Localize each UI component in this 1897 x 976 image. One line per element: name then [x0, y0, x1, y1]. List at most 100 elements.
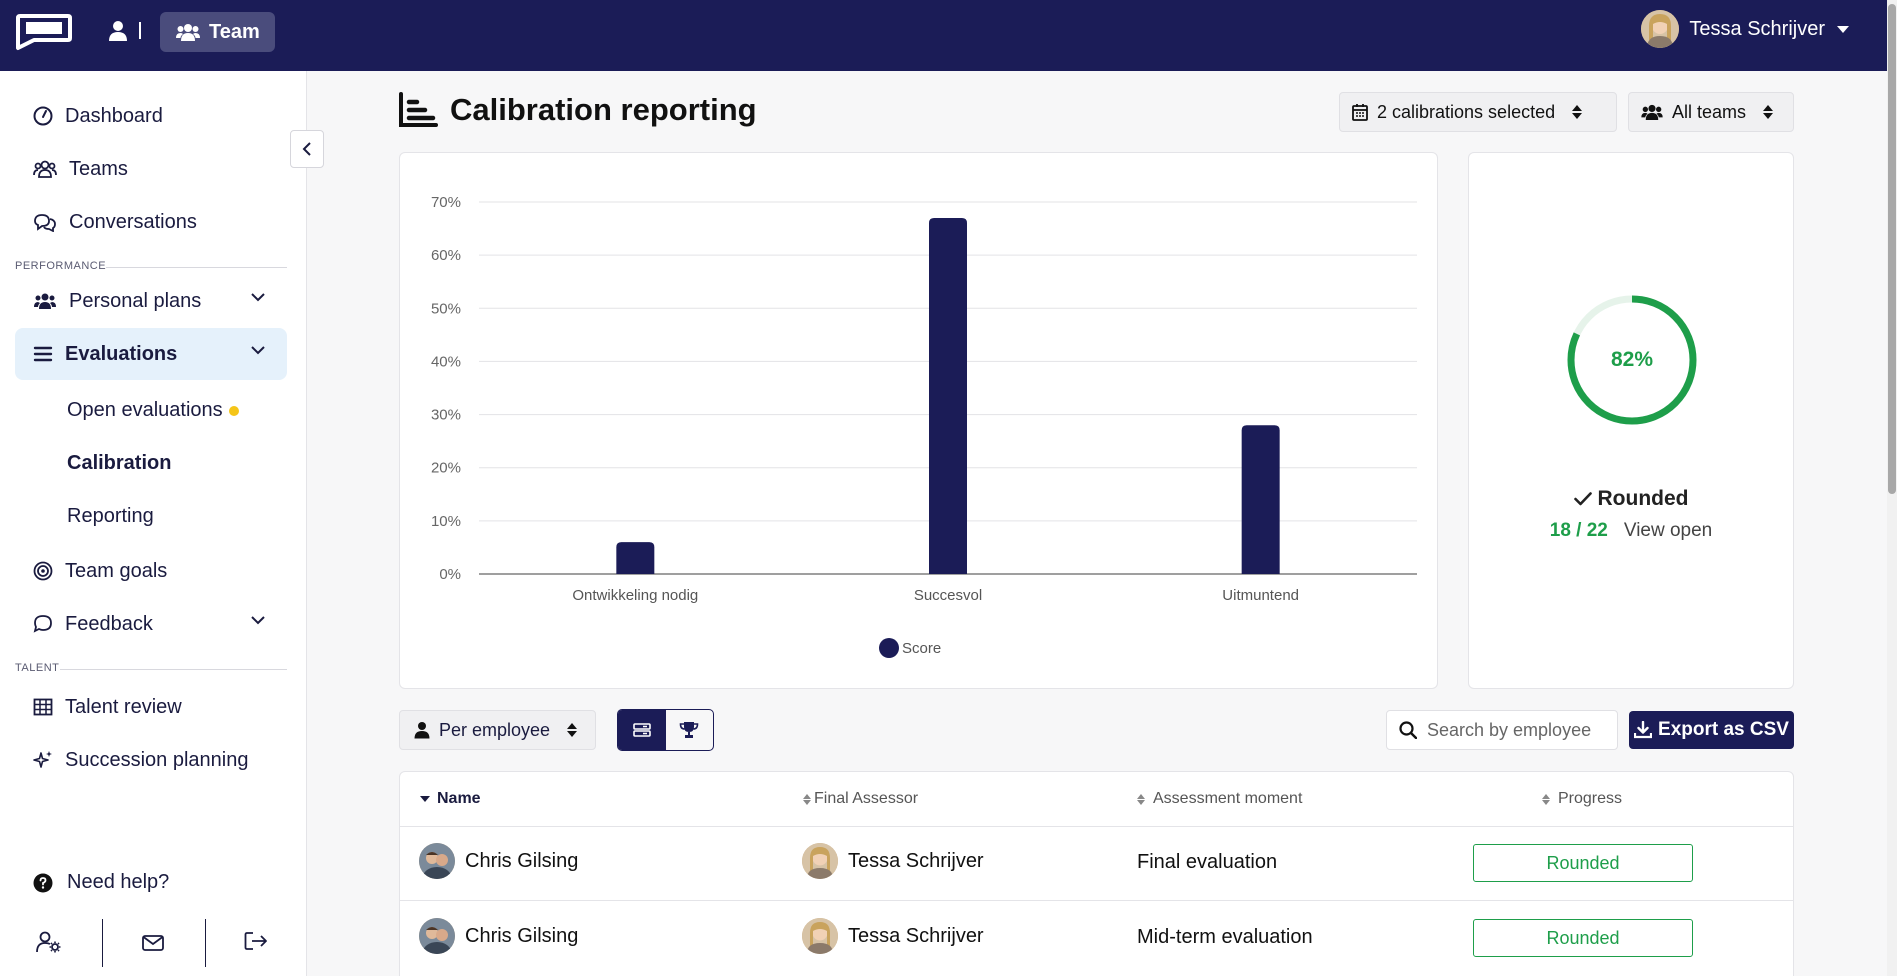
- employee-name: Chris Gilsing: [465, 924, 579, 947]
- notification-dot: [228, 405, 239, 416]
- talent-section-label: TALENT: [15, 662, 60, 674]
- sort-icon: [1542, 793, 1550, 805]
- help-link[interactable]: Need help?: [33, 871, 169, 894]
- sidebar-item-personal-plans[interactable]: Personal plans: [15, 275, 287, 327]
- employee-avatar: [419, 843, 455, 879]
- sidebar-item-dashboard[interactable]: Dashboard: [15, 90, 287, 142]
- sidebar-item-teams[interactable]: Teams: [15, 143, 287, 195]
- column-header-label: Final Assessor: [814, 790, 919, 807]
- team-view-button[interactable]: Team: [160, 12, 275, 52]
- progress-status-badge[interactable]: Rounded: [1473, 844, 1693, 882]
- table-row-1-assessor: Tessa Schrijver: [802, 843, 984, 879]
- chart-report-icon: [399, 92, 438, 127]
- chevron-down-icon: [251, 293, 265, 302]
- user-name: Tessa Schrijver: [1689, 17, 1825, 40]
- list-icon: [33, 346, 53, 362]
- chevron-down-icon: [251, 616, 265, 625]
- column-header-label: Assessment moment: [1153, 790, 1303, 807]
- teams-select[interactable]: All teams: [1628, 92, 1794, 132]
- team-label: Team: [209, 20, 260, 43]
- employee-search[interactable]: [1386, 710, 1618, 750]
- x-tick-label: Uitmuntend: [1222, 587, 1299, 604]
- personal-view-icon[interactable]: [108, 20, 128, 42]
- bar: [929, 217, 967, 574]
- gauge-arc: [1567, 295, 1697, 425]
- sidebar-footer: [0, 911, 307, 971]
- feedback-bubble-icon: [33, 615, 52, 633]
- y-tick-label: 60%: [431, 247, 461, 264]
- score-chart-card: 0% 10% 20% 30% 40% 50% 60% 70% Ontwikkeling nodi…: [399, 152, 1438, 689]
- sidebar-item-label: Teams: [69, 157, 128, 180]
- sidebar-item-talent-review[interactable]: Talent review: [15, 681, 287, 733]
- select-arrows-icon: [567, 723, 578, 737]
- progress-status-badge[interactable]: Rounded: [1473, 919, 1693, 957]
- y-tick-label: 40%: [431, 353, 461, 370]
- sort-icon: [1137, 793, 1145, 805]
- sidebar-subitem-reporting[interactable]: Reporting: [67, 505, 154, 528]
- export-csv-button[interactable]: Export as CSV: [1629, 711, 1794, 749]
- subitem-label: Reporting: [67, 505, 154, 527]
- grid-icon: [33, 698, 53, 716]
- team-icon: [1641, 104, 1663, 120]
- table-row-2-name[interactable]: Chris Gilsing: [419, 918, 578, 954]
- column-header-final-assessor[interactable]: Final Assessor: [803, 790, 918, 808]
- sidebar-item-conversations[interactable]: Conversations: [15, 196, 287, 248]
- table-row-1-moment: Final evaluation: [1137, 851, 1278, 873]
- section-divider: [60, 669, 287, 670]
- subitem-label: Open evaluations: [67, 399, 223, 421]
- sidebar-item-label: Evaluations: [65, 342, 178, 365]
- chevron-left-icon: [302, 142, 311, 156]
- table-row-1-name[interactable]: Chris Gilsing: [419, 843, 578, 879]
- view-open-link[interactable]: View open: [1623, 520, 1713, 541]
- progress-percent: 82%: [1610, 348, 1654, 371]
- sidebar-item-label: Talent review: [65, 695, 182, 718]
- caret-down-icon: [1837, 25, 1849, 33]
- calibrations-select[interactable]: 2 calibrations selected: [1339, 92, 1617, 132]
- progress-card: 82% Rounded 18 / 22 View open: [1468, 152, 1794, 689]
- table-divider: [400, 826, 1793, 827]
- rounded-count-line: 18 / 22 View open: [1469, 520, 1793, 542]
- sort-icon: [803, 793, 811, 805]
- logout-icon[interactable]: [244, 931, 268, 951]
- collapse-sidebar-button[interactable]: [290, 130, 324, 168]
- trophy-icon: [679, 722, 699, 738]
- employee-name: Chris Gilsing: [465, 849, 579, 872]
- sidebar-item-feedback[interactable]: Feedback: [15, 598, 287, 650]
- x-tick-label: Succesvol: [914, 587, 982, 604]
- sidebar-item-evaluations[interactable]: Evaluations: [15, 328, 287, 380]
- sidebar-subitem-open-evaluations[interactable]: Open evaluations: [67, 399, 239, 422]
- search-input[interactable]: [1427, 719, 1597, 741]
- subitem-label: Calibration: [67, 452, 172, 474]
- table-divider: [400, 900, 1793, 901]
- list-view-toggle[interactable]: [618, 710, 666, 750]
- table-row-2-moment: Mid-term evaluation: [1137, 926, 1313, 948]
- column-header-label: Name: [437, 790, 481, 807]
- column-header-assessment-moment[interactable]: Assessment moment: [1137, 790, 1302, 808]
- sidebar-item-label: Personal plans: [69, 289, 202, 312]
- sidebar-item-label: Dashboard: [65, 104, 163, 127]
- group-by-select[interactable]: Per employee: [399, 710, 596, 750]
- sidebar-item-succession-planning[interactable]: Succession planning: [15, 734, 287, 786]
- table-row-2-assessor: Tessa Schrijver: [802, 918, 984, 954]
- chevron-down-icon: [251, 346, 265, 355]
- envelope-icon[interactable]: [142, 935, 164, 951]
- column-header-name[interactable]: Name: [420, 790, 481, 808]
- scrollbar-thumb[interactable]: [1888, 4, 1896, 494]
- column-header-progress[interactable]: Progress: [1542, 790, 1622, 808]
- select-arrows-icon: [1763, 105, 1774, 119]
- user-menu[interactable]: Tessa Schrijver: [1641, 10, 1849, 48]
- user-settings-icon[interactable]: [36, 931, 62, 953]
- sidebar-item-label: Succession planning: [65, 748, 249, 771]
- search-icon: [1399, 721, 1417, 739]
- sidebar-subitem-calibration[interactable]: Calibration: [67, 452, 171, 475]
- dashboard-gauge-icon: [33, 106, 53, 126]
- select-arrows-icon: [1572, 105, 1583, 119]
- app-logo[interactable]: [14, 12, 72, 52]
- section-divider: [106, 267, 287, 268]
- page-scrollbar[interactable]: [1887, 0, 1897, 976]
- employee-avatar: [419, 918, 455, 954]
- ranking-view-toggle[interactable]: [666, 710, 714, 750]
- y-tick-label: 20%: [431, 460, 461, 477]
- sidebar-item-team-goals[interactable]: Team goals: [15, 545, 287, 597]
- calendar-icon: [1352, 104, 1368, 121]
